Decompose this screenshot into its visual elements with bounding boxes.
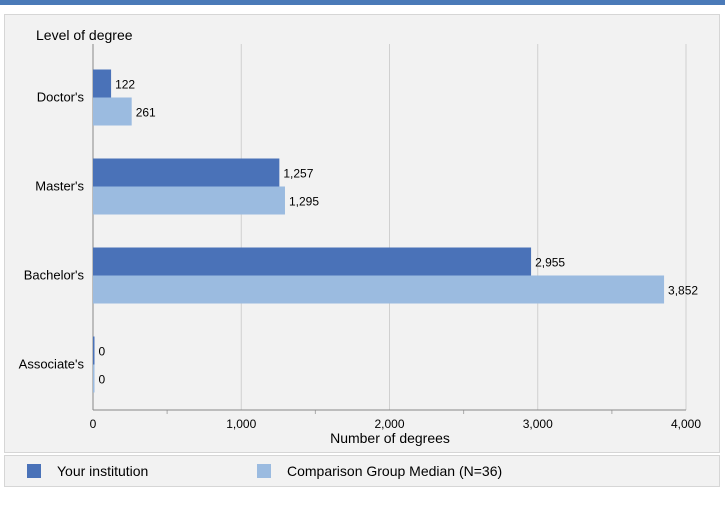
x-tick-label: 2,000 [374, 417, 404, 431]
bars [93, 69, 665, 393]
data-label: 1,257 [283, 167, 313, 181]
bar [93, 69, 112, 98]
category-labels: Doctor's Master's Bachelor's Associate's [19, 90, 85, 372]
data-label: 3,852 [668, 284, 698, 298]
data-label: 2,955 [535, 256, 565, 270]
bar [93, 97, 132, 126]
data-label: 122 [115, 78, 135, 92]
legend-swatch [27, 464, 41, 478]
legend-swatch [257, 464, 271, 478]
legend-item-your-institution: Your institution [27, 463, 148, 479]
bar [93, 247, 532, 276]
x-tick-label: 1,000 [226, 417, 256, 431]
legend-label: Your institution [57, 463, 149, 479]
bar [93, 186, 285, 215]
x-tick-labels: 0 1,000 2,000 3,000 4,000 [90, 417, 702, 431]
category-label: Bachelor's [24, 268, 85, 283]
bar [93, 158, 280, 187]
category-label: Associate's [19, 357, 85, 372]
legend: Your institution Comparison Group Median… [4, 455, 720, 487]
x-tick-label: 4,000 [671, 417, 701, 431]
chart-frame [4, 14, 720, 453]
gridlines [92, 44, 687, 414]
x-axis-title: Number of degrees [330, 430, 450, 446]
bar [93, 275, 665, 304]
bar [93, 336, 95, 365]
category-label: Doctor's [37, 90, 85, 105]
legend-label: Comparison Group Median (N=36) [287, 463, 503, 479]
bar [93, 364, 95, 393]
data-label: 261 [136, 106, 156, 120]
x-tick-label: 3,000 [523, 417, 553, 431]
legend-item-comparison-median: Comparison Group Median (N=36) [257, 463, 502, 479]
header-accent-bar [0, 0, 725, 5]
data-label: 1,295 [289, 195, 319, 209]
data-label: 0 [99, 345, 106, 359]
category-label: Master's [35, 179, 84, 194]
y-axis-title: Level of degree [36, 27, 133, 43]
data-label: 0 [99, 373, 106, 387]
x-tick-label: 0 [90, 417, 97, 431]
